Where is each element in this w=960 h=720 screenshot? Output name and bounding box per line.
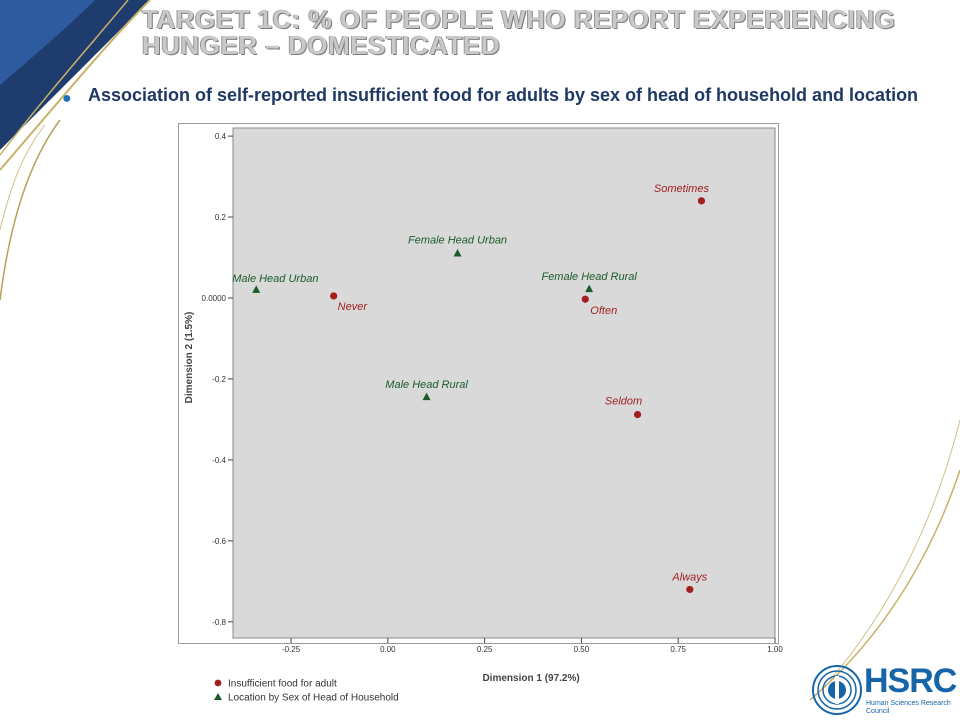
y-tick-label: -0.2	[212, 375, 226, 384]
y-tick-label: -0.4	[212, 456, 226, 465]
x-axis-title: Dimension 1 (97.2%)	[482, 673, 579, 684]
x-tick-label: 0.50	[574, 645, 590, 654]
legend-label: Insufficient food for adult	[228, 679, 337, 690]
point-label: Female Head Rural	[541, 271, 637, 283]
slide-title: TARGET 1C: % OF PEOPLE WHO REPORT EXPERI…	[142, 4, 896, 60]
point-label: Sometimes	[654, 183, 710, 195]
data-point-circle	[633, 410, 642, 419]
y-tick-label: 0.0000	[202, 294, 227, 303]
data-point-circle	[330, 292, 338, 300]
data-point-triangle	[453, 248, 462, 257]
legend-marker-triangle	[214, 693, 222, 700]
point-label: Male Head Urban	[232, 273, 318, 285]
data-point-triangle	[422, 392, 431, 401]
logo-wordmark: HSRC	[864, 662, 957, 700]
logo-subtitle: Human Sciences Research Council	[866, 700, 951, 715]
legend-label: Location by Sex of Head of Household	[228, 693, 399, 704]
data-point-circle	[686, 585, 694, 594]
point-label: Female Head Urban	[408, 234, 507, 246]
x-tick-label: 1.00	[767, 645, 783, 654]
plot-area	[232, 127, 776, 639]
data-point-circle	[697, 197, 706, 205]
x-tick-label: 0.75	[670, 645, 686, 654]
hsrc-emblem-icon	[812, 665, 862, 715]
point-label: Always	[671, 571, 707, 583]
x-tick-label: 0.25	[477, 645, 493, 654]
point-label: Often	[590, 305, 617, 317]
y-tick-label: 0.2	[215, 213, 227, 222]
data-point-triangle	[585, 284, 594, 293]
point-label: Seldom	[605, 396, 642, 408]
bullet-text: Association of self-reported insufficien…	[88, 85, 919, 105]
correspondence-chart: 0.4 0.2 0.0000 -0.2 -0.4 -0.6 -0.8 -0.25 0.00 0.2…	[178, 123, 790, 715]
y-tick-label: -0.8	[212, 618, 226, 627]
chart-svg: 0.4 0.2 0.0000 -0.2 -0.4 -0.6 -0.8 -0.25 0.00 0.2…	[178, 123, 783, 704]
hsrc-logo: HSRC Human Sciences Research Council	[812, 660, 960, 720]
data-point-triangle	[252, 285, 261, 293]
point-label: Male Head Rural	[385, 379, 468, 391]
bullet-dot-icon: ●	[62, 90, 72, 107]
point-label: Never	[338, 301, 369, 313]
legend-marker-circle	[214, 679, 222, 687]
y-axis-title: Dimension 2 (1.5%)	[184, 312, 195, 404]
x-tick-label: -0.25	[282, 645, 301, 654]
x-tick-label: 0.00	[380, 645, 396, 654]
data-point-circle	[581, 295, 589, 303]
y-tick-label: -0.6	[212, 537, 226, 546]
y-tick-label: 0.4	[215, 132, 227, 141]
